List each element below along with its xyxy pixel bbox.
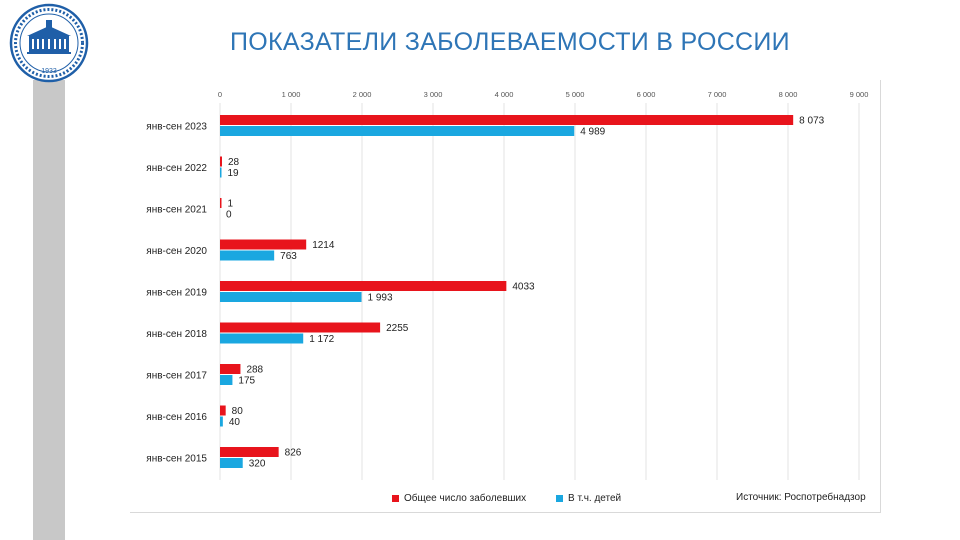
legend-label-children: В т.ч. детей [568, 493, 622, 504]
category-label: янв-сен 2019 [146, 288, 207, 299]
data-label: 4 989 [580, 127, 605, 138]
bar-total [220, 156, 222, 167]
chart-frame [130, 80, 881, 513]
data-label: 2255 [386, 323, 409, 334]
data-label: 1 172 [309, 334, 334, 345]
category-label: янв-сен 2018 [146, 329, 207, 340]
x-tick-label: 4 000 [495, 90, 514, 99]
bar-total [220, 239, 307, 250]
data-label: 288 [246, 365, 263, 376]
bar-total [220, 281, 507, 291]
bar-children [220, 333, 304, 344]
data-label: 4033 [512, 282, 535, 293]
data-label: 40 [229, 417, 241, 428]
x-tick-label: 3 000 [424, 90, 443, 99]
bar-children [220, 375, 233, 385]
bar-children [220, 126, 575, 136]
x-tick-label: 2 000 [353, 90, 372, 99]
source-note: Источник: Роспотребнадзор [736, 492, 866, 503]
data-label: 1214 [312, 240, 335, 251]
x-tick-label: 0 [218, 90, 222, 99]
bar-total [220, 115, 794, 125]
data-label: 826 [285, 448, 302, 459]
page-title: ПОКАЗАТЕЛИ ЗАБОЛЕВАЕМОСТИ В РОССИИ [230, 28, 790, 56]
x-tick-label: 1 000 [282, 90, 301, 99]
bar-total [220, 322, 381, 333]
data-label: 28 [228, 157, 240, 168]
bar-total [220, 364, 241, 374]
bar-total [220, 198, 222, 208]
category-label: янв-сен 2022 [146, 163, 207, 174]
data-label: 320 [249, 459, 266, 470]
x-tick-label: 8 000 [779, 90, 798, 99]
data-label: 1 993 [368, 293, 393, 304]
data-label: 80 [232, 406, 244, 417]
bar-children [220, 458, 243, 468]
bar-children [220, 292, 362, 302]
side-decoration-bar [33, 80, 65, 540]
data-label: 19 [228, 168, 240, 179]
bar-total [220, 447, 279, 457]
bar-children [220, 167, 222, 178]
x-tick-label: 5 000 [566, 90, 585, 99]
x-tick-label: 9 000 [850, 90, 869, 99]
category-label: янв-сен 2016 [146, 412, 207, 423]
legend-swatch-children [556, 495, 563, 502]
category-label: янв-сен 2015 [146, 454, 207, 465]
legend-item-children: В т.ч. детей [556, 493, 621, 504]
data-label: 1 [228, 199, 234, 210]
legend-label-total: Общее число заболевших [404, 493, 527, 504]
x-tick-label: 7 000 [708, 90, 727, 99]
bar-total [220, 405, 226, 416]
bar-children [220, 416, 223, 427]
data-label: 0 [226, 210, 232, 221]
bar-children [220, 250, 275, 261]
category-label: янв-сен 2020 [146, 246, 207, 257]
category-label: янв-сен 2023 [146, 122, 207, 133]
x-tick-label: 6 000 [637, 90, 656, 99]
data-label: 175 [238, 376, 255, 387]
university-logo-icon: 1933 [9, 3, 89, 83]
legend-swatch-total [392, 495, 399, 502]
category-label: янв-сен 2021 [146, 205, 207, 216]
logo-year: 1933 [41, 68, 57, 75]
legend-item-total: Общее число заболевших [392, 493, 526, 504]
category-label: янв-сен 2017 [146, 371, 207, 382]
data-label: 763 [280, 251, 297, 262]
data-label: 8 073 [799, 116, 824, 127]
